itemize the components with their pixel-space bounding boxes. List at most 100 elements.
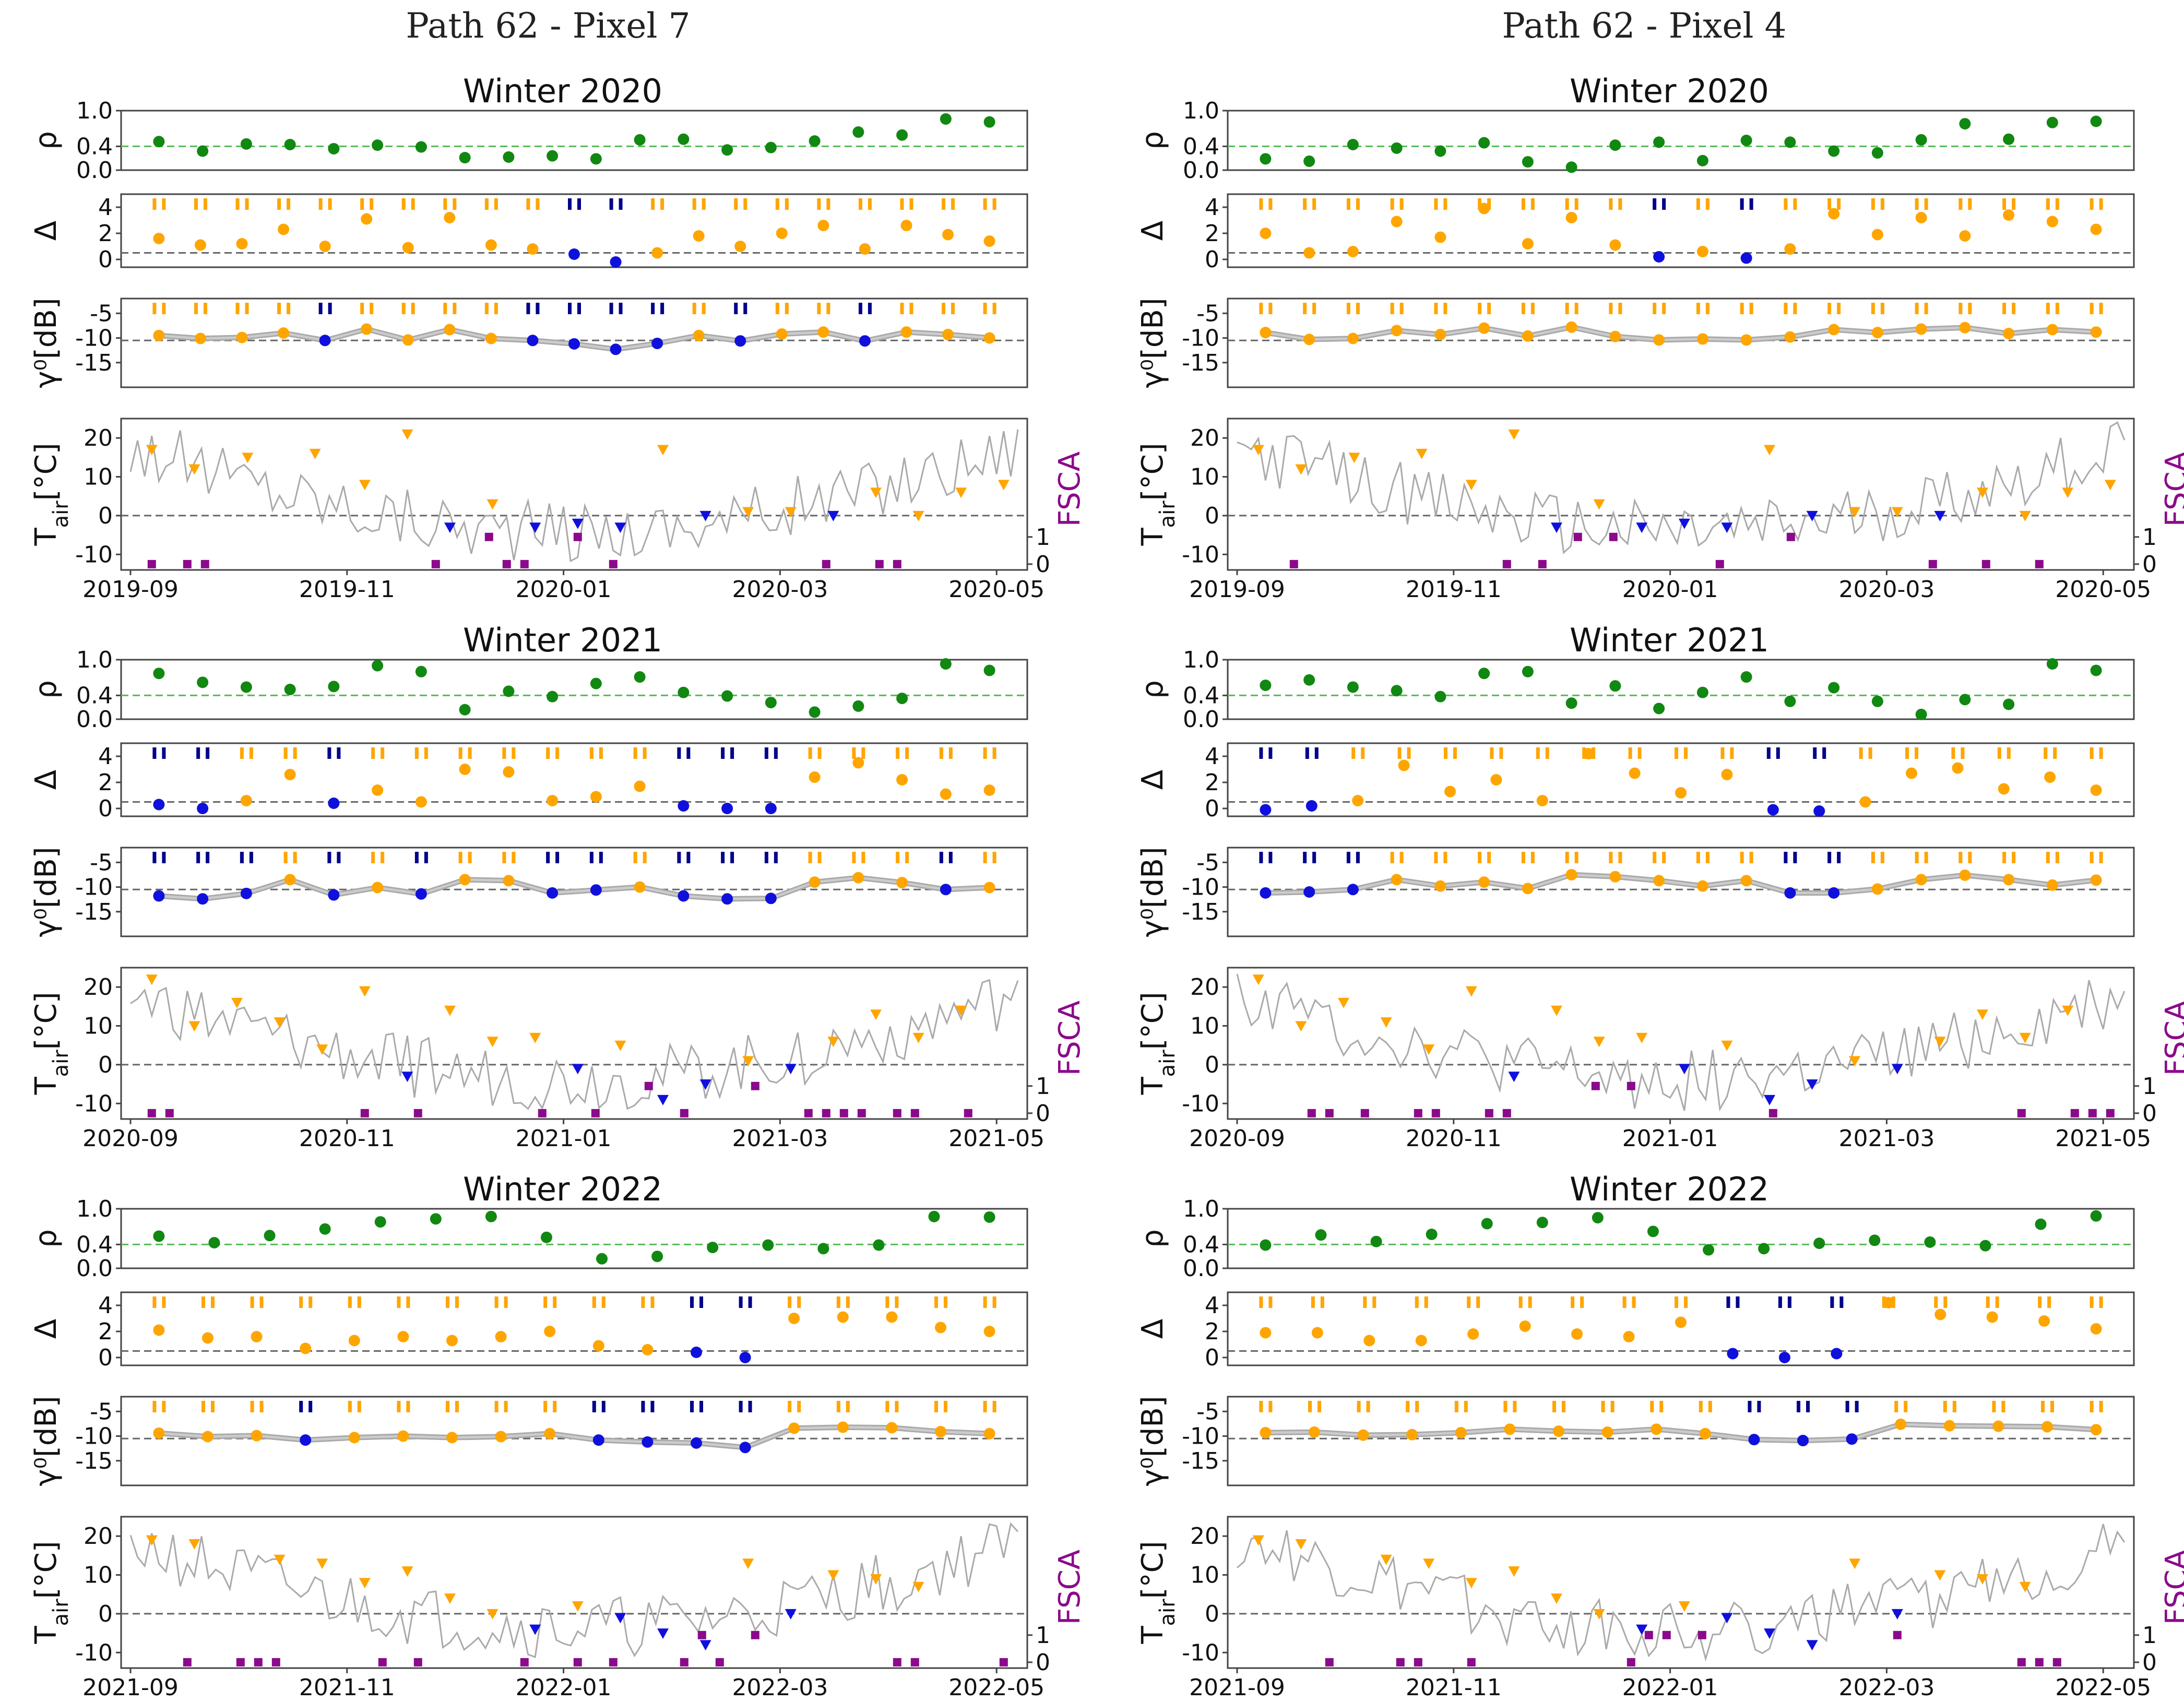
delta-flag-tick	[357, 1296, 361, 1308]
rho-point	[415, 141, 427, 153]
delta-flag-tick	[2007, 747, 2011, 759]
rho-ytick-label: 1.0	[1183, 1196, 1219, 1222]
gamma-point	[651, 337, 663, 349]
rho-point	[1924, 1236, 1936, 1248]
fsca-mark	[378, 1658, 387, 1667]
delta-flag-tick	[1356, 198, 1360, 210]
x-tick-label: 2022-05	[948, 1674, 1044, 1701]
gamma-flag-tick	[455, 1401, 459, 1412]
gamma-flag-tick	[1399, 852, 1404, 863]
gamma-point	[2003, 874, 2015, 886]
rho-point	[1426, 1229, 1438, 1241]
gamma-flag-tick	[1793, 303, 1797, 314]
fsca-tick-label: 1	[2142, 1622, 2157, 1649]
delta-flag-tick	[944, 1296, 947, 1308]
tair-marker	[486, 499, 498, 510]
gamma-flag-tick	[2099, 1401, 2103, 1412]
delta-point	[1934, 1308, 1946, 1320]
tair-marker	[912, 510, 924, 521]
fsca-mark	[484, 532, 493, 541]
gamma-flag-tick	[1653, 303, 1657, 314]
gamma-point	[1959, 869, 1971, 881]
delta-ytick-label: 0	[1205, 1344, 1219, 1371]
rho-point	[153, 136, 165, 148]
rho-point	[873, 1239, 885, 1251]
gamma-flag-tick	[692, 303, 696, 314]
gamma-point	[415, 888, 427, 900]
rho-point	[721, 690, 733, 702]
rho-point	[1609, 680, 1621, 692]
delta-flag-tick	[992, 198, 996, 210]
gamma-flag-tick	[983, 1401, 987, 1412]
delta-point	[527, 243, 539, 255]
rho-point	[1696, 154, 1708, 166]
rho-point	[1828, 145, 1840, 157]
tair-marker	[827, 1570, 839, 1581]
delta-ytick-label: 4	[98, 1292, 113, 1319]
gamma-flag-tick	[299, 1401, 303, 1412]
delta-flag-tick	[293, 747, 297, 759]
delta-flag-tick	[861, 747, 865, 759]
delta-point	[1828, 208, 1840, 220]
delta-flag-tick	[852, 747, 856, 759]
delta-flag-tick	[1320, 1296, 1324, 1308]
delta-flag-tick	[1736, 1296, 1740, 1308]
delta-flag-tick	[1609, 198, 1613, 210]
delta-point	[194, 239, 206, 251]
gamma-panel-frame	[120, 297, 1028, 388]
gamma-flag-tick	[283, 852, 288, 863]
fsca-axis-label: FSCA	[1053, 451, 1087, 527]
rho-point	[896, 693, 908, 705]
tair-marker	[1423, 1044, 1435, 1055]
gamma-flag-tick	[690, 1401, 694, 1412]
gamma-flag-tick	[650, 1401, 655, 1412]
gamma-flag-tick	[1530, 303, 1535, 314]
rho-point	[1871, 695, 1883, 707]
delta-flag-tick	[1390, 198, 1394, 210]
delta-point	[2003, 209, 2015, 221]
gamma-point	[817, 326, 829, 338]
delta-flag-tick	[381, 747, 385, 759]
delta-flag-tick	[1399, 198, 1404, 210]
gamma-point	[1391, 325, 1403, 337]
fsca-tick-label: 0	[1036, 1100, 1050, 1127]
gamma-point	[459, 874, 471, 886]
tair-ytick-label: 0	[1205, 1052, 1219, 1078]
gamma-ytick-label: -10	[1182, 325, 1219, 352]
delta-point	[1609, 239, 1621, 251]
tair-marker	[242, 453, 254, 463]
tair-marker	[1721, 1613, 1733, 1624]
gamma-flag-tick	[939, 852, 943, 863]
x-tick-label: 2021-09	[82, 1674, 179, 1701]
delta-point	[693, 230, 705, 242]
delta-flag-tick	[1268, 198, 1273, 210]
rho-point	[374, 1216, 386, 1228]
delta-flag-tick	[1959, 198, 1963, 210]
delta-ytick-label: 0	[1205, 246, 1219, 273]
gamma-point	[1478, 322, 1490, 334]
tair-marker	[1295, 464, 1307, 475]
delta-point	[1653, 251, 1665, 263]
tair-line	[129, 429, 1019, 563]
delta-point	[251, 1331, 263, 1342]
x-tick-label: 2020-11	[299, 1125, 395, 1152]
fsca-mark	[1662, 1630, 1671, 1639]
rho-point	[928, 1210, 940, 1222]
tair-ytick-label: 10	[1190, 1013, 1219, 1040]
season-0-0: 1.00.40.0ρ420Δ-5-10-15γ⁰[dB]20100-10Tair…	[29, 98, 1087, 603]
rho-panel-frame	[120, 659, 1028, 720]
tair-ylabel: Tair[°C]	[29, 992, 73, 1095]
rho-point	[678, 133, 690, 145]
gamma-point	[2046, 879, 2058, 891]
delta-point	[503, 766, 515, 778]
delta-flag-tick	[1444, 747, 1447, 759]
gamma-flag-tick	[1806, 1401, 1810, 1412]
gamma-point	[642, 1436, 654, 1448]
delta-flag-tick	[817, 747, 822, 759]
gamma-flag-tick	[1740, 303, 1744, 314]
delta-flag-tick	[360, 198, 364, 210]
gamma-flag-tick	[1574, 303, 1578, 314]
delta-flag-tick	[592, 1296, 596, 1308]
delta-point	[361, 213, 373, 225]
tair-marker	[614, 1040, 626, 1051]
